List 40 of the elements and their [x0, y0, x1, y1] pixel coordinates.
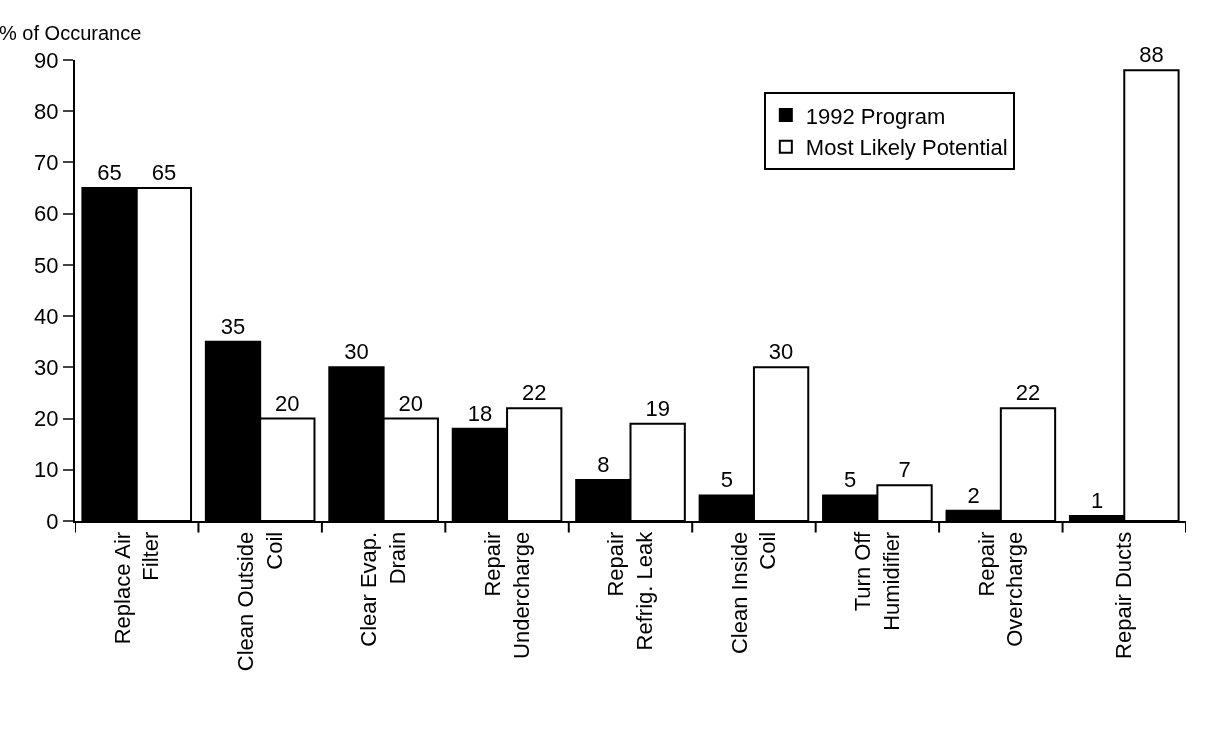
data-label: 65: [151, 160, 177, 186]
legend-label: 1992 Program: [805, 103, 946, 129]
y-axis-title: % of Occurance: [0, 22, 142, 44]
data-label: 88: [1139, 42, 1164, 68]
y-tick-label: 50: [34, 252, 59, 278]
data-label: 35: [220, 313, 246, 339]
data-label: 22: [521, 380, 547, 406]
data-label: 20: [275, 390, 300, 416]
y-tick-label: 70: [34, 150, 59, 176]
data-label: 7: [898, 457, 911, 483]
data-label: 18: [467, 400, 493, 426]
data-label: 5: [844, 467, 857, 493]
data-label: 22: [1015, 380, 1041, 406]
y-tick-label: 80: [34, 98, 59, 124]
y-tick-label: 0: [46, 508, 59, 534]
x-tick-label: Repair Ducts: [1111, 531, 1137, 659]
data-label: 30: [344, 339, 369, 365]
data-label: 5: [720, 467, 733, 493]
x-tick-label: Turn Off Humidifier: [850, 530, 904, 631]
y-tick-label: 90: [34, 47, 59, 73]
x-tick-label: Repair Overcharge: [973, 531, 1028, 647]
data-label: 20: [398, 390, 424, 416]
data-label: 2: [967, 482, 980, 508]
data-label: 30: [768, 339, 794, 365]
data-label: 19: [645, 395, 670, 421]
legend-label: Most Likely Potential: [805, 135, 1008, 161]
x-tick-label: Repair Undercharge: [479, 531, 534, 659]
y-tick-label: 60: [34, 201, 59, 227]
x-tick-label: Clean Outside Coil: [233, 531, 287, 672]
x-tick-label: Clean Inside Coil: [726, 531, 781, 655]
y-tick-label: 10: [34, 457, 59, 483]
data-label: 8: [597, 452, 610, 478]
data-label: 1: [1090, 487, 1104, 513]
x-tick-label: Repair Refrig. Leak: [603, 530, 657, 651]
x-tick-label: Replace Air Filter: [109, 531, 164, 645]
data-label: 65: [97, 160, 122, 186]
y-tick-label: 20: [34, 406, 59, 432]
y-tick-label: 40: [34, 303, 59, 329]
y-tick-label: 30: [34, 355, 59, 381]
x-tick-label: Clear Evap. Drain: [356, 531, 411, 647]
